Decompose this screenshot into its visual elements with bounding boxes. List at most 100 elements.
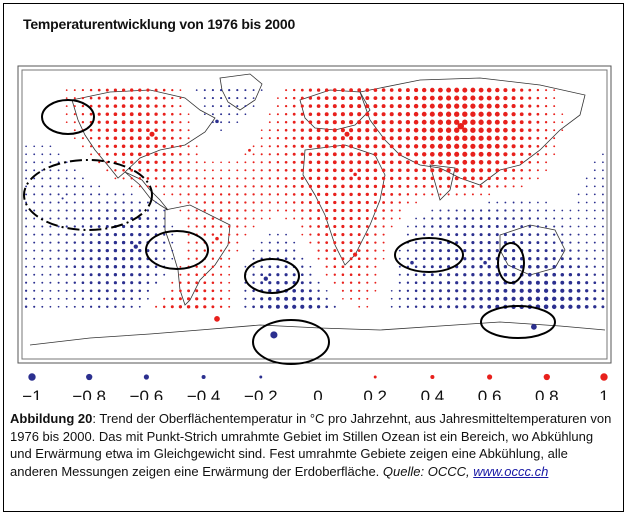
trend-dot: [97, 217, 101, 220]
trend-dot: [373, 192, 377, 196]
trend-dot: [97, 281, 101, 285]
trend-dot: [454, 135, 460, 141]
trend-dot: [535, 280, 540, 285]
trend-dot: [438, 168, 443, 173]
trend-dot: [389, 112, 394, 117]
legend-dot: [86, 373, 93, 381]
trend-dot: [527, 280, 532, 285]
trend-dot: [317, 200, 321, 205]
trend-dot: [324, 96, 329, 100]
trend-dot: [268, 153, 271, 156]
trend-dot: [260, 169, 263, 172]
trend-dot: [390, 176, 394, 181]
trend-dot: [471, 241, 475, 245]
trend-dot: [413, 144, 419, 149]
trend-dot: [211, 97, 214, 100]
trend-dot: [454, 143, 460, 149]
trend-dot: [154, 104, 158, 108]
chart-title: Temperaturentwicklung von 1976 bis 2000: [23, 16, 296, 32]
trend-dot: [382, 249, 385, 252]
trend-dot: [511, 96, 516, 101]
trend-dot: [495, 248, 499, 253]
trend-dot: [381, 144, 386, 149]
trend-dot: [340, 104, 345, 109]
trend-dot: [105, 88, 109, 92]
trend-dot: [97, 88, 101, 92]
trend-dot: [511, 144, 516, 149]
trend-dot: [486, 127, 492, 133]
trend-dot: [511, 272, 516, 277]
trend-dot: [389, 136, 394, 141]
caption-source-link[interactable]: www.occc.ch: [473, 463, 549, 479]
trend-dot: [601, 265, 604, 268]
trend-dot: [244, 153, 247, 156]
trend-dot: [413, 135, 419, 141]
trend-dot: [171, 193, 174, 196]
trend-dot: [365, 112, 370, 117]
trend-dot: [309, 281, 312, 284]
trend-dot: [195, 153, 198, 156]
trend-dot: [340, 152, 345, 157]
trend-dot: [203, 161, 206, 164]
trend-dot: [341, 249, 345, 253]
trend-dot: [316, 144, 321, 149]
trend-dot: [414, 193, 418, 196]
trend-dot: [211, 201, 215, 204]
trend-dot: [463, 184, 467, 188]
trend-dot: [494, 127, 500, 133]
trend-dot: [276, 153, 280, 156]
trend-dot: [252, 89, 255, 92]
trend-dot: [292, 201, 296, 204]
trend-dot: [479, 304, 483, 309]
trend-dot: [308, 152, 313, 157]
trend-dot: [268, 169, 271, 172]
trend-dot: [415, 217, 417, 220]
trend-dot: [381, 128, 386, 133]
trend-dot: [105, 120, 110, 124]
trend-dot: [479, 249, 483, 253]
trend-dot: [292, 96, 296, 100]
trend-dot: [519, 112, 524, 117]
trend-dot: [146, 249, 150, 253]
trend-dot: [138, 240, 142, 245]
trend-dot: [495, 288, 500, 293]
region-dot: [344, 131, 350, 137]
trend-dot: [285, 241, 288, 244]
trend-dot: [437, 111, 444, 117]
trend-dot: [503, 160, 508, 165]
trend-dot: [544, 257, 548, 261]
trend-dot: [170, 160, 174, 164]
trend-dot: [585, 289, 589, 293]
trend-dot: [446, 176, 451, 181]
trend-dot: [373, 184, 378, 189]
trend-dot: [324, 160, 329, 165]
trend-dot: [366, 249, 369, 252]
trend-dot: [97, 249, 101, 253]
trend-dot: [431, 217, 434, 220]
trend-dot: [301, 265, 304, 268]
trend-dot: [130, 297, 133, 301]
trend-dot: [146, 209, 150, 212]
trend-dot: [113, 289, 117, 293]
trend-dot: [106, 193, 109, 196]
trend-dot: [333, 224, 337, 229]
trend-dot: [220, 129, 222, 132]
trend-dot: [73, 241, 77, 244]
trend-dot: [162, 88, 166, 92]
trend-dot: [97, 96, 101, 100]
trend-dot: [486, 160, 492, 165]
trend-dot: [97, 209, 101, 212]
trend-dot: [178, 305, 183, 309]
trend-dot: [374, 241, 377, 244]
trend-dot: [325, 305, 329, 309]
trend-dot: [89, 209, 93, 212]
trend-dot: [300, 152, 304, 156]
trend-dot: [154, 273, 158, 276]
trend-dot: [504, 217, 507, 220]
trend-dot: [504, 209, 507, 212]
trend-dot: [479, 257, 483, 261]
trend-dot: [350, 297, 353, 300]
trend-dot: [455, 217, 458, 220]
trend-dot: [105, 265, 109, 269]
trend-dot: [552, 272, 557, 277]
